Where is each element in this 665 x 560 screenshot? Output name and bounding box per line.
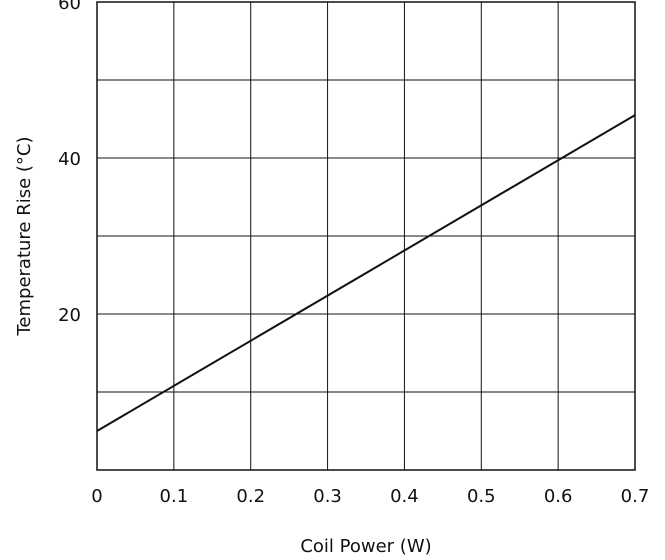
x-axis-label: Coil Power (W)	[300, 536, 431, 557]
x-tick-label: 0.1	[160, 486, 189, 507]
x-tick-label: 0.2	[236, 486, 265, 507]
x-tick-label: 0.6	[544, 486, 573, 507]
x-tick-label: 0	[91, 486, 102, 507]
grid-lines	[96, 1, 636, 471]
x-tick-label: 0.5	[467, 486, 496, 507]
y-tick-label: 20	[58, 305, 81, 326]
plot-frame	[96, 1, 636, 471]
x-tick-label: 0.7	[621, 486, 650, 507]
y-tick-label: 60	[58, 0, 81, 14]
y-axis-label: Temperature Rise (°C)	[14, 136, 35, 336]
x-tick-labels: 0 0.1 0.2 0.3 0.4 0.5 0.6 0.7	[91, 486, 649, 507]
y-tick-labels: 20 40 60	[58, 0, 81, 326]
x-tick-label: 0.4	[390, 486, 419, 507]
series-line-0	[96, 114, 636, 432]
series-layer	[96, 114, 636, 432]
y-tick-label: 40	[58, 149, 81, 170]
x-tick-label: 0.3	[313, 486, 342, 507]
